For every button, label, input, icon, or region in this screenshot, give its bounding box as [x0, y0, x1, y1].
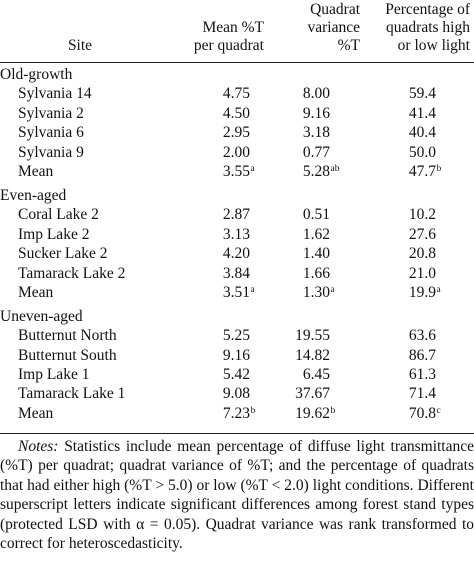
site-name: Imp Lake 1 [18, 366, 90, 383]
cell-value: 0.77 [302, 143, 330, 161]
cell-number: 47.7 [408, 163, 436, 180]
cell-number: 19.9 [408, 283, 436, 301]
site-name: Imp Lake 2 [18, 225, 90, 243]
superscript: a [250, 284, 255, 295]
site-name: Sylvania 6 [18, 124, 84, 142]
cell-value: 9.08 [222, 385, 250, 403]
cell-number: 1.30 [302, 283, 330, 301]
cell-value: 9.16 [222, 346, 250, 364]
column-header: %T [337, 37, 360, 54]
cell-value: 1.66 [302, 264, 330, 282]
notes-text: Statistics include mean percentage of di… [0, 438, 474, 553]
site-name: Tamarack Lake 1 [18, 385, 126, 403]
site-name: Tamarack Lake 2 [18, 264, 126, 282]
site-name: Mean [18, 163, 54, 180]
site-name: Butternut North [18, 327, 117, 345]
site-name: Butternut South [18, 346, 117, 364]
cell-value: 6.45 [302, 366, 330, 383]
notes-label: Notes: [18, 438, 59, 455]
column-header: Quadrat [310, 1, 360, 18]
cell-value: 20.8 [408, 245, 436, 263]
cell-number: 70.8 [408, 404, 436, 422]
cell-value: 2.00 [222, 143, 250, 161]
site-name: Mean [18, 404, 54, 422]
cell-value: 5.25 [222, 327, 250, 345]
cell-value: 1.40 [302, 245, 330, 263]
superscript: ab [330, 164, 340, 174]
column-header: Percentage of [385, 1, 470, 18]
superscript: b [250, 405, 256, 416]
group-label: Even-aged [0, 186, 67, 204]
column-header: quadrats high [386, 19, 470, 36]
cell-number: 19.62 [295, 404, 330, 422]
cell-value: 63.6 [408, 327, 436, 345]
superscript: a [250, 164, 255, 174]
site-name: Sylvania 9 [18, 143, 84, 161]
superscript: b [436, 164, 442, 174]
column-header: or low light [397, 37, 470, 54]
superscript: a [436, 284, 441, 295]
bottom-rule [0, 433, 474, 434]
cell-value: 9.16 [302, 104, 330, 122]
cell-value: 14.82 [295, 346, 330, 364]
cell-value: 19.55 [295, 327, 330, 345]
cell-value: 0.51 [302, 206, 330, 224]
cell-value: 5.42 [222, 366, 250, 383]
cell-value: 59.4 [408, 85, 436, 103]
cell-value: 10.2 [408, 206, 436, 224]
superscript: c [436, 405, 441, 416]
site-name: Sucker Lake 2 [18, 245, 108, 263]
site-name: Sylvania 14 [18, 85, 92, 103]
superscript: a [330, 284, 335, 295]
cell-value: 27.6 [408, 225, 436, 243]
cell-value: 4.75 [222, 85, 250, 103]
cell-value: 37.67 [295, 385, 330, 403]
notes: Notes: Statistics include mean percentag… [0, 437, 474, 553]
column-header: Mean %T [202, 19, 264, 36]
cell-value: 2.95 [222, 124, 250, 142]
cell-number: 3.55 [222, 163, 250, 180]
cell-value: 41.4 [408, 104, 436, 122]
cell-value: 3.13 [222, 225, 250, 243]
column-header: per quadrat [193, 37, 264, 54]
site-name: Sylvania 2 [18, 104, 84, 122]
cell-number: 5.28 [302, 163, 330, 180]
site-name: Mean [18, 283, 54, 301]
cell-value: 3.84 [222, 264, 250, 282]
cell-number: 7.23 [222, 404, 250, 422]
cell-value: 2.87 [222, 206, 250, 224]
cell-value: 21.0 [408, 264, 436, 282]
cell-value: 4.20 [222, 245, 250, 263]
cell-value: 61.3 [408, 366, 436, 383]
cell-value: 71.4 [408, 385, 436, 403]
group-label: Uneven-aged [0, 307, 83, 325]
superscript: b [330, 405, 336, 416]
cell-value: 50.0 [408, 143, 436, 161]
cell-value: 86.7 [408, 346, 436, 364]
site-name: Coral Lake 2 [18, 206, 99, 224]
column-header: variance [307, 19, 361, 36]
cell-value: 1.62 [302, 225, 330, 243]
group-label: Old-growth [0, 66, 73, 83]
cell-value: 8.00 [302, 85, 330, 103]
column-header: Site [67, 37, 93, 54]
cell-number: 3.51 [222, 283, 250, 301]
cell-value: 40.4 [408, 124, 436, 142]
cell-value: 4.50 [222, 104, 250, 122]
cell-value: 3.18 [302, 124, 330, 142]
header-rule [0, 62, 474, 63]
